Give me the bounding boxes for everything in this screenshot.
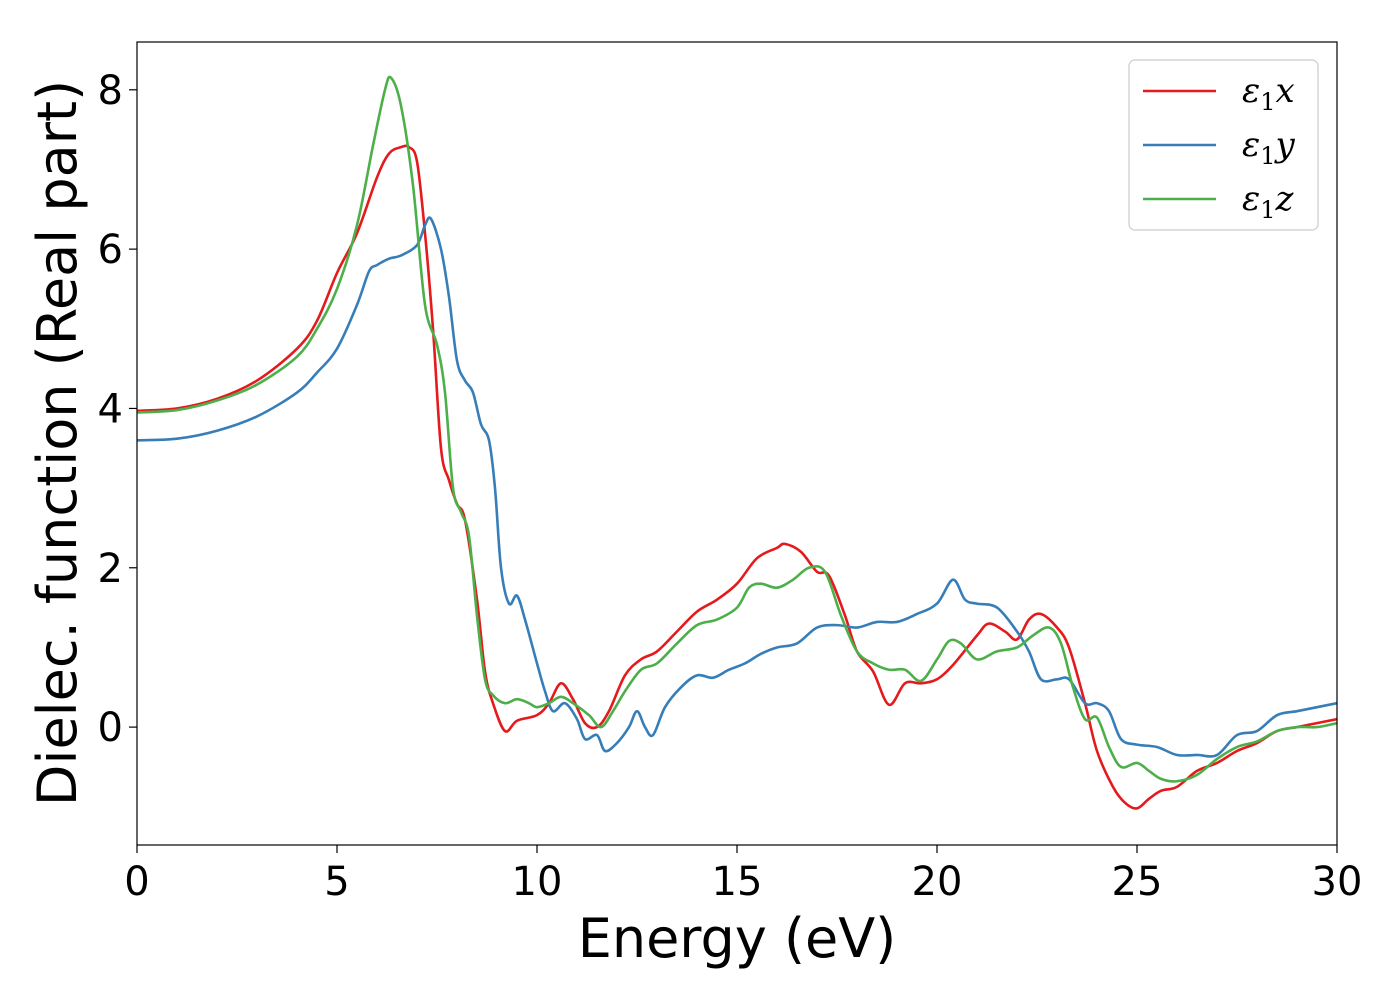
y-tick-label: 2 — [98, 546, 123, 592]
series-line-z — [137, 75, 1337, 783]
x-tick-label: 0 — [124, 859, 149, 905]
y-tick-label: 6 — [98, 227, 123, 273]
series-line-y — [137, 216, 1337, 758]
x-tick-label: 5 — [324, 859, 349, 905]
series-lines — [137, 75, 1337, 810]
x-axis: 0 5 10 15 20 25 30 — [124, 845, 1362, 905]
x-tick-label: 20 — [912, 859, 963, 905]
y-tick-label: 0 — [98, 705, 123, 751]
legend-box — [1128, 59, 1319, 231]
legend-label-x: ε1x — [1242, 71, 1295, 116]
legend: ε1x ε1y ε1z — [1128, 59, 1319, 231]
x-tick-label: 30 — [1312, 859, 1363, 905]
x-tick-label: 15 — [712, 859, 763, 905]
y-axis: 0 2 4 6 8 — [98, 68, 137, 751]
y-axis-label: Dielec. function (Real part) — [26, 80, 89, 806]
y-tick-label: 8 — [98, 68, 123, 114]
y-tick-label: 4 — [98, 386, 123, 432]
x-tick-label: 25 — [1112, 859, 1163, 905]
series-line-x — [137, 144, 1337, 810]
legend-label-z: ε1z — [1242, 179, 1295, 224]
x-axis-label: Energy (eV) — [578, 907, 897, 970]
legend-label-y: ε1y — [1242, 125, 1296, 170]
x-tick-label: 10 — [512, 859, 563, 905]
